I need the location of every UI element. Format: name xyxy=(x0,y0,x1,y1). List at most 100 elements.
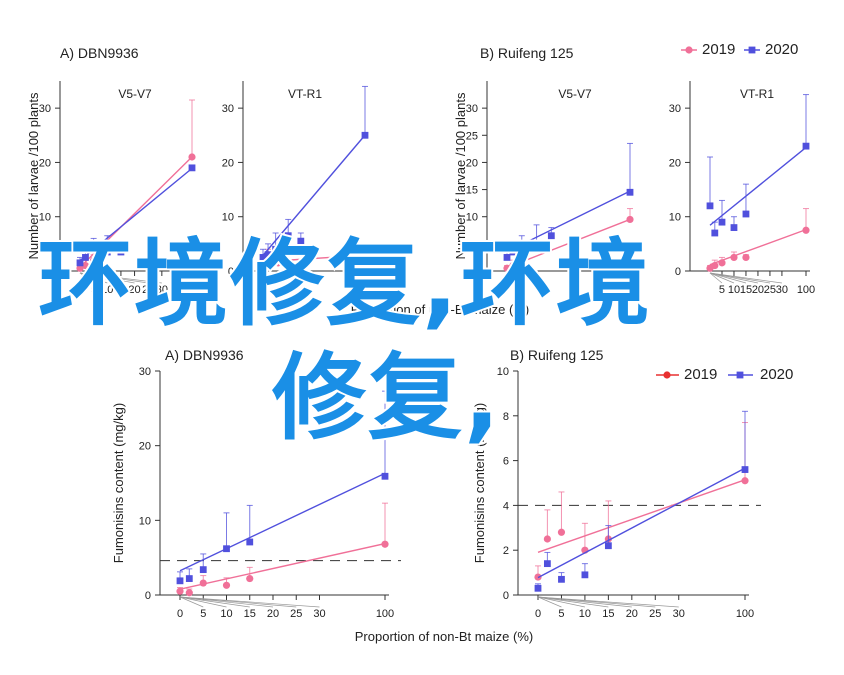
chart4-x-tick-label: 5 xyxy=(719,284,725,296)
chart4-x-break-guide xyxy=(709,272,782,284)
chart5-x-tick-label: 30 xyxy=(313,608,325,620)
chart1-x-tick-label: 5 xyxy=(91,284,97,296)
chart3-s2019-trend-line xyxy=(506,218,631,269)
chart6-s2020-point xyxy=(741,466,749,473)
chart2-s2019-point xyxy=(284,261,292,270)
chart3-y-tick-label: 25 xyxy=(466,130,478,142)
chart5-title: A) DBN9936 xyxy=(165,347,244,363)
chart4-y-tick-label: 30 xyxy=(669,103,681,115)
chart1-y-tick-label: 10 xyxy=(39,212,51,224)
legend-top-label-2019: 2019 xyxy=(702,41,735,58)
chart6-s2020-point xyxy=(543,560,551,568)
chart5-y-tick-label: 0 xyxy=(145,590,151,602)
chart1-x-break-guide xyxy=(79,272,122,284)
legend-top-label-2020: 2020 xyxy=(765,41,798,58)
chart6-y-tick-label: 0 xyxy=(503,590,509,602)
chart6-s2019-point xyxy=(557,528,566,536)
chart2-s2020-point xyxy=(259,254,267,261)
chart5-x-tick-label: 5 xyxy=(200,608,206,620)
chart5-x-tick-label: 15 xyxy=(244,608,256,620)
chart1-s2020-point xyxy=(117,248,125,256)
chart1-subtitle: V5-V7 xyxy=(118,87,152,101)
chart3-y-tick-label: 30 xyxy=(466,103,478,115)
chart5-x-tick-label: 25 xyxy=(290,608,302,620)
chart5-s2020-point xyxy=(381,472,389,480)
chart3-s2020-point xyxy=(503,254,511,261)
chart5-s2019-point xyxy=(222,581,231,589)
chart6-x-tick-label: 100 xyxy=(736,608,754,620)
chart6-x-tick-label: 15 xyxy=(602,608,614,620)
chart5-s2019-point xyxy=(176,587,184,595)
legend-bottom-marker-2019 xyxy=(663,371,671,379)
chart5-s2019-point xyxy=(199,579,207,587)
chart5-x-axis-label: Proportion of non-Bt maize (%) xyxy=(355,629,533,644)
chart5-x-tick-label: 10 xyxy=(220,608,232,620)
chart3-x-tick-label: 100 xyxy=(621,284,639,296)
chart3-s2020-point xyxy=(509,248,517,256)
chart5-s2020-point xyxy=(176,577,184,585)
chart5-x-tick-label: 20 xyxy=(267,608,279,620)
chart1-x-break-guide xyxy=(79,272,162,284)
chart5-y-axis-label: Fumonisins content (mg/kg) xyxy=(111,403,126,563)
chart1-s2019-point xyxy=(81,261,90,270)
chart3-s2020-point xyxy=(518,245,526,253)
chart5-s2020-point xyxy=(199,566,207,574)
chart6-x-break-guide xyxy=(537,596,585,608)
chart5-s2020-point xyxy=(223,545,230,553)
chart1-x-tick-label: 100 xyxy=(183,284,201,296)
chart1-x-tick-label: 10 xyxy=(101,284,113,296)
chart6-s2020-point xyxy=(581,571,589,579)
chart4-s2020-point xyxy=(706,202,714,210)
chart3-title: B) Ruifeng 125 xyxy=(480,45,574,61)
chart2-s2020-point xyxy=(272,245,280,253)
chart2-s2019-point xyxy=(361,251,369,259)
legend-top-marker-2019 xyxy=(685,46,693,54)
chart5-s2019-trend-line xyxy=(179,542,386,590)
chart4-s2019-point xyxy=(730,253,738,262)
chart1-x-tick-label: 30 xyxy=(156,284,168,296)
chart2-y-tick-label: 30 xyxy=(222,103,234,115)
chart4-s2019-point xyxy=(802,226,810,234)
chart6-y-tick-label: 4 xyxy=(503,500,509,512)
chart5-x-break-guide xyxy=(179,596,227,608)
chart2-s2020-point xyxy=(297,237,305,245)
chart5-x-break-guide xyxy=(179,596,250,608)
chart4-x-tick-label: 30 xyxy=(776,284,788,296)
chart3-y-tick-label: 15 xyxy=(466,185,478,197)
chart6-x-tick-label: 20 xyxy=(626,608,638,620)
chart2-s2020-point xyxy=(284,232,292,240)
chart6-y-tick-label: 2 xyxy=(503,545,509,557)
chart3-s2019-point xyxy=(626,215,634,224)
chart4-x-tick-label: 25 xyxy=(764,284,776,296)
chart6-s2019-trend-line xyxy=(537,479,746,553)
chart4-s2020-point xyxy=(730,224,738,231)
chart4-subtitle: VT-R1 xyxy=(740,87,774,101)
chart5-x-break-guide xyxy=(179,596,204,608)
chart1-s2020-point xyxy=(188,164,196,172)
chart4-x-tick-label: 15 xyxy=(740,284,752,296)
chart4-y-tick-label: 10 xyxy=(669,212,681,224)
chart6-x-tick-label: 25 xyxy=(649,608,661,620)
chart6-x-tick-label: 10 xyxy=(579,608,591,620)
chart2-s2019-point xyxy=(259,259,267,267)
chart6-x-break-guide xyxy=(537,596,679,608)
chart5-x-tick-label: 100 xyxy=(376,608,394,620)
chart2-s2020-trend-line xyxy=(262,134,366,256)
chart4-s2020-point xyxy=(802,142,810,150)
chart1-s2020-point xyxy=(76,259,84,267)
chart6-s2019-point xyxy=(741,477,749,485)
chart1-s2019-point xyxy=(76,264,84,272)
chart1-s2019-trend-line xyxy=(79,156,193,268)
chart5-s2019-point xyxy=(381,540,389,548)
chart1-s2019-point xyxy=(90,256,98,264)
chart4-s2020-trend-line xyxy=(709,146,807,226)
chart5-s2020-trend-line xyxy=(179,472,386,572)
chart1-s2020-point xyxy=(103,248,111,256)
chart6-s2020-point xyxy=(604,542,612,550)
chart3-subtitle: V5-V7 xyxy=(558,87,592,101)
chart6-x-tick-label: 30 xyxy=(673,608,685,620)
chart3-s2020-trend-line xyxy=(506,190,631,253)
chart1-s2020-point xyxy=(82,254,89,261)
chart3-s2019-point xyxy=(509,261,517,270)
chart6-x-break-guide xyxy=(537,596,562,608)
